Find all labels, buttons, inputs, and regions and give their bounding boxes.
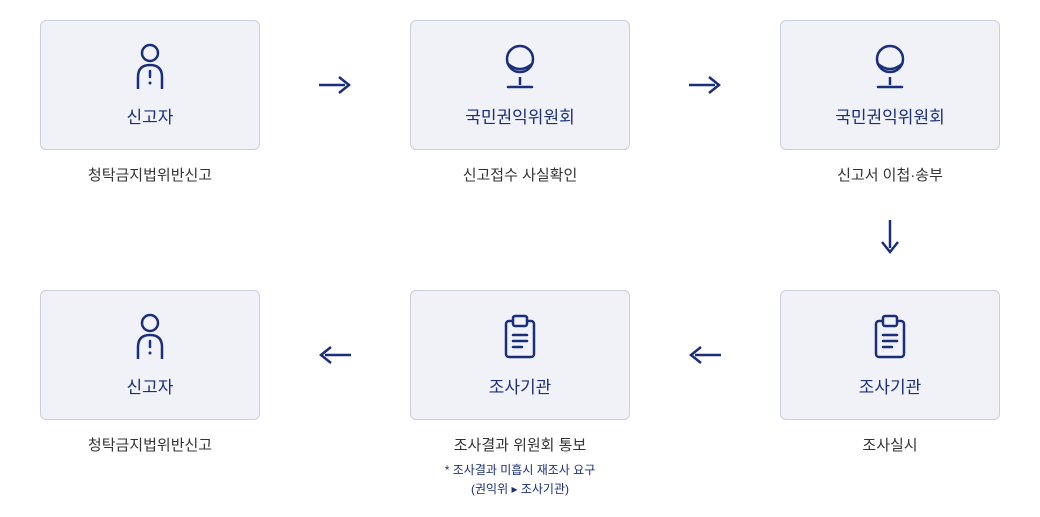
person-icon bbox=[126, 43, 174, 91]
arrow-right-icon bbox=[675, 20, 735, 150]
step-note-sub-5: (권익위 ▸ 조사기관) bbox=[471, 480, 569, 497]
step-caption-6: 청탁금지법위반신고 bbox=[88, 434, 212, 455]
step-caption-5: 조사결과 위원회 통보 bbox=[454, 434, 587, 455]
flow-row-bottom: 신고자 청탁금지법위반신고 bbox=[40, 290, 1000, 497]
flow-row-top: 신고자 청탁금지법위반신고 국민권익위원회 bbox=[40, 20, 1000, 185]
step-caption-2: 신고접수 사실확인 bbox=[463, 164, 578, 185]
step-caption-4: 조사실시 bbox=[862, 434, 917, 455]
step-box-5: 조사기관 bbox=[410, 290, 630, 420]
step-title-4: 조사기관 bbox=[859, 373, 922, 398]
step-box-6: 신고자 bbox=[40, 290, 260, 420]
arrow-left-icon bbox=[675, 290, 735, 420]
step-box-1: 신고자 bbox=[40, 20, 260, 150]
person-icon bbox=[126, 313, 174, 361]
step-title-3: 국민권익위원회 bbox=[835, 103, 944, 128]
globe-icon bbox=[866, 43, 914, 91]
arrow-down-container bbox=[40, 213, 1000, 263]
step-caption-1: 청탁금지법위반신고 bbox=[88, 164, 212, 185]
step-box-2: 국민권익위원회 bbox=[410, 20, 630, 150]
flow-step-2: 국민권익위원회 신고접수 사실확인 bbox=[410, 20, 630, 185]
flow-step-1: 신고자 청탁금지법위반신고 bbox=[40, 20, 260, 185]
flow-step-4: 조사기관 조사실시 bbox=[780, 290, 1000, 455]
step-title-5: 조사기관 bbox=[489, 373, 552, 398]
flow-step-6: 신고자 청탁금지법위반신고 bbox=[40, 290, 260, 455]
step-note-5: * 조사결과 미흡시 재조사 요구 bbox=[445, 461, 596, 478]
step-title-6: 신고자 bbox=[127, 373, 174, 398]
clipboard-icon bbox=[496, 313, 544, 361]
clipboard-icon bbox=[866, 313, 914, 361]
flowchart-container: 신고자 청탁금지법위반신고 국민권익위원회 bbox=[40, 20, 1000, 497]
step-box-3: 국민권익위원회 bbox=[780, 20, 1000, 150]
flow-step-3: 국민권익위원회 신고서 이첩·송부 bbox=[780, 20, 1000, 185]
arrow-right-icon bbox=[305, 20, 365, 150]
flow-step-5: 조사기관 조사결과 위원회 통보 * 조사결과 미흡시 재조사 요구 (권익위 … bbox=[410, 290, 630, 497]
arrow-down-icon bbox=[875, 218, 905, 258]
arrow-left-icon bbox=[305, 290, 365, 420]
step-title-2: 국민권익위원회 bbox=[465, 103, 574, 128]
step-caption-3: 신고서 이첩·송부 bbox=[837, 164, 943, 185]
globe-icon bbox=[496, 43, 544, 91]
step-box-4: 조사기관 bbox=[780, 290, 1000, 420]
step-title-1: 신고자 bbox=[127, 103, 174, 128]
